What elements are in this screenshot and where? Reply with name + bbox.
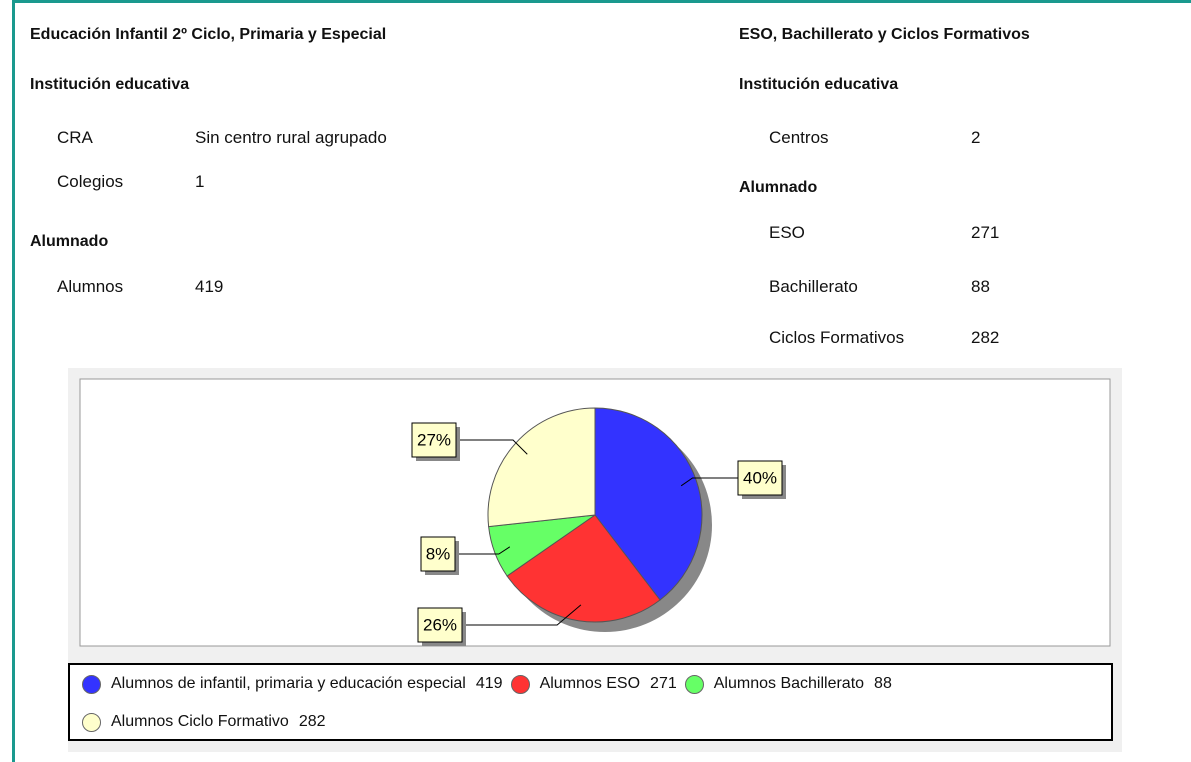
section-heading: Alumnado xyxy=(30,233,109,250)
section-title: ESO, Bachillerato y Ciclos Formativos xyxy=(739,26,1030,43)
legend-label: Alumnos Ciclo Formativo xyxy=(111,713,289,730)
legend-label: Alumnos de infantil, primaria y educació… xyxy=(111,675,466,692)
pie-slice xyxy=(594,407,703,601)
section-heading: Institución educativa xyxy=(739,76,899,93)
label-box xyxy=(420,536,456,572)
leader-line xyxy=(456,439,528,455)
legend-swatch xyxy=(82,712,101,732)
row-label: CRA xyxy=(57,128,93,147)
legend-value: 419 xyxy=(475,675,503,692)
legend-swatch xyxy=(510,674,530,694)
row-label: ESO xyxy=(769,223,805,242)
section-heading: Alumnado xyxy=(739,179,818,196)
leader-line xyxy=(462,604,582,626)
section-title: Educación Infantil 2º Ciclo, Primaria y … xyxy=(30,26,387,43)
data-label: 8% xyxy=(426,544,451,563)
legend-item: Alumnos Bachillerato 88 xyxy=(684,665,892,703)
legend-swatch xyxy=(82,674,101,694)
legend-value: 271 xyxy=(650,675,677,692)
row-value: 419 xyxy=(195,277,224,296)
data-label: 27% xyxy=(417,430,451,449)
row-value: 1 xyxy=(195,172,205,191)
row-value: 271 xyxy=(971,223,1000,242)
legend-value: 88 xyxy=(874,675,892,692)
row-value: Sin centro rural agrupado xyxy=(195,128,387,147)
label-box xyxy=(417,607,463,643)
legend-item: Alumnos Ciclo Formativo 282 xyxy=(82,703,326,741)
pie-slice xyxy=(487,407,596,528)
data-label: 26% xyxy=(423,615,457,634)
legend-item: Alumnos de infantil, primaria y educació… xyxy=(82,665,503,703)
row-value: 88 xyxy=(971,277,990,296)
label-box xyxy=(411,422,457,458)
pie-slice xyxy=(506,514,661,623)
label-box xyxy=(737,460,783,496)
legend-label: Alumnos Bachillerato xyxy=(713,675,865,692)
row-value: 2 xyxy=(971,128,981,147)
row-label: Alumnos xyxy=(57,277,124,296)
data-label: 40% xyxy=(743,468,777,487)
chart: 40% 26% 8% 27% xyxy=(79,378,1111,647)
legend: Alumnos de infantil, primaria y educació… xyxy=(68,663,1113,741)
legend-value: 282 xyxy=(298,713,326,730)
legend-label: Alumnos ESO xyxy=(539,675,641,692)
row-value: 282 xyxy=(971,328,1000,347)
left-border xyxy=(12,0,15,762)
leader-line xyxy=(455,546,511,555)
legend-swatch xyxy=(684,674,704,694)
row-label: Colegios xyxy=(57,172,124,191)
leader-line xyxy=(680,477,738,487)
legend-item: Alumnos ESO 271 xyxy=(510,665,677,703)
top-border xyxy=(12,0,1191,3)
row-label: Centros xyxy=(769,128,829,147)
row-label: Ciclos Formativos xyxy=(769,328,905,347)
section-heading: Institución educativa xyxy=(30,76,190,93)
row-label: Bachillerato xyxy=(769,277,858,296)
